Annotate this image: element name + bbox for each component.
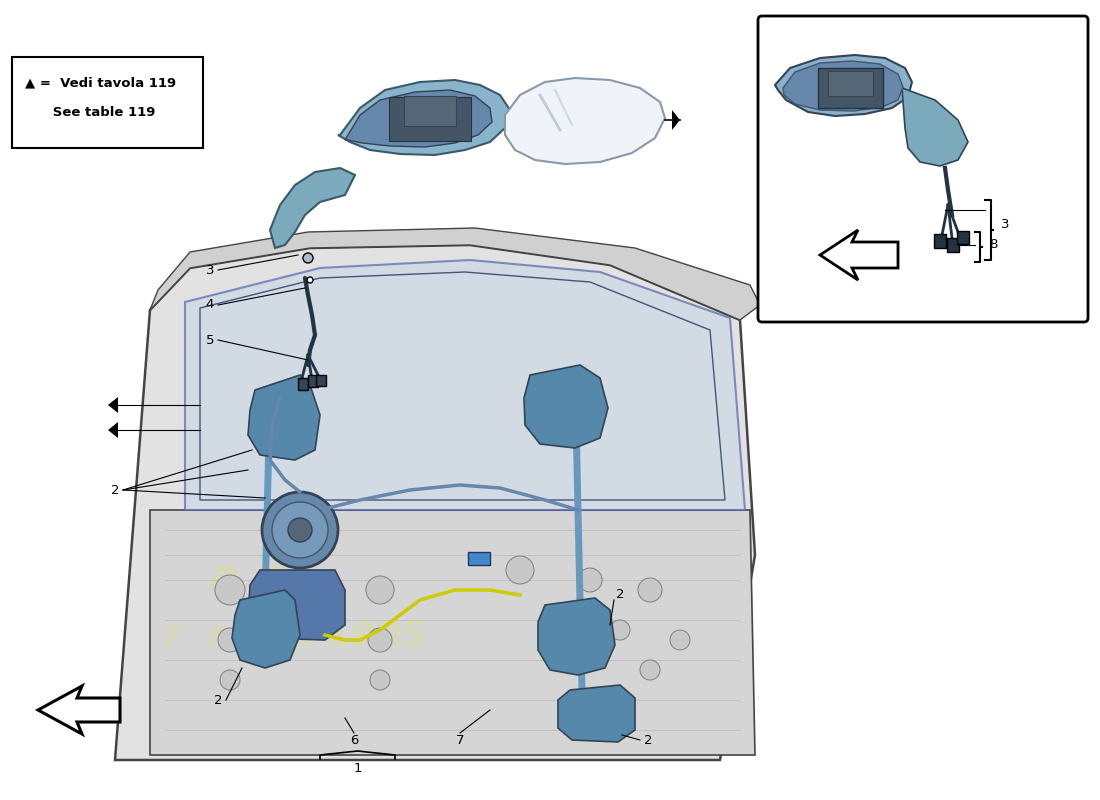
Polygon shape	[248, 570, 345, 640]
Text: a pa: a pa	[210, 556, 318, 599]
Polygon shape	[505, 78, 666, 164]
Text: 8: 8	[989, 238, 998, 250]
Bar	[308, 375, 318, 387]
Circle shape	[368, 628, 392, 652]
FancyBboxPatch shape	[12, 57, 203, 148]
Polygon shape	[338, 80, 510, 155]
Circle shape	[640, 660, 660, 680]
Circle shape	[366, 576, 394, 604]
Text: 6: 6	[350, 734, 359, 746]
Circle shape	[262, 492, 338, 568]
Polygon shape	[538, 598, 615, 675]
Circle shape	[307, 277, 314, 283]
Polygon shape	[558, 685, 635, 742]
Polygon shape	[39, 686, 120, 734]
Text: 1: 1	[354, 762, 362, 774]
Circle shape	[506, 556, 534, 584]
Bar	[316, 375, 326, 386]
Circle shape	[302, 253, 313, 263]
Polygon shape	[108, 397, 118, 413]
Bar	[934, 234, 946, 248]
Text: 4: 4	[206, 298, 214, 311]
Text: 2: 2	[213, 694, 222, 706]
Polygon shape	[270, 168, 355, 248]
Polygon shape	[345, 90, 492, 147]
Text: See table 119: See table 119	[25, 106, 155, 119]
Text: 2: 2	[616, 589, 625, 602]
FancyBboxPatch shape	[389, 97, 471, 141]
Polygon shape	[820, 230, 898, 280]
Polygon shape	[783, 61, 903, 111]
Bar	[468, 552, 490, 565]
FancyBboxPatch shape	[758, 16, 1088, 322]
Circle shape	[214, 575, 245, 605]
Polygon shape	[150, 228, 760, 320]
Circle shape	[578, 568, 602, 592]
Bar	[818, 68, 883, 108]
Bar	[828, 71, 873, 96]
Text: 3: 3	[1001, 218, 1010, 231]
Polygon shape	[150, 510, 755, 755]
Circle shape	[610, 620, 630, 640]
Polygon shape	[185, 260, 745, 510]
Circle shape	[288, 518, 312, 542]
Polygon shape	[902, 88, 968, 166]
Bar	[947, 238, 959, 252]
Polygon shape	[672, 110, 680, 130]
Bar	[298, 378, 308, 390]
Text: r  since 1985: r since 1985	[165, 618, 427, 652]
Circle shape	[370, 670, 390, 690]
Polygon shape	[248, 375, 320, 460]
Circle shape	[670, 630, 690, 650]
Bar	[957, 231, 969, 244]
Text: 2: 2	[111, 483, 119, 497]
FancyBboxPatch shape	[404, 96, 456, 126]
Text: 3: 3	[206, 263, 214, 277]
Polygon shape	[116, 245, 755, 760]
Circle shape	[272, 502, 328, 558]
Text: 7: 7	[455, 734, 464, 746]
Text: ▲ =  Vedi tavola 119: ▲ = Vedi tavola 119	[25, 77, 176, 90]
Polygon shape	[524, 365, 608, 448]
Polygon shape	[232, 590, 300, 668]
Text: 2: 2	[644, 734, 652, 746]
Polygon shape	[108, 422, 118, 438]
Polygon shape	[776, 55, 912, 116]
Text: 5: 5	[206, 334, 214, 346]
Circle shape	[218, 628, 242, 652]
Circle shape	[638, 578, 662, 602]
Circle shape	[220, 670, 240, 690]
